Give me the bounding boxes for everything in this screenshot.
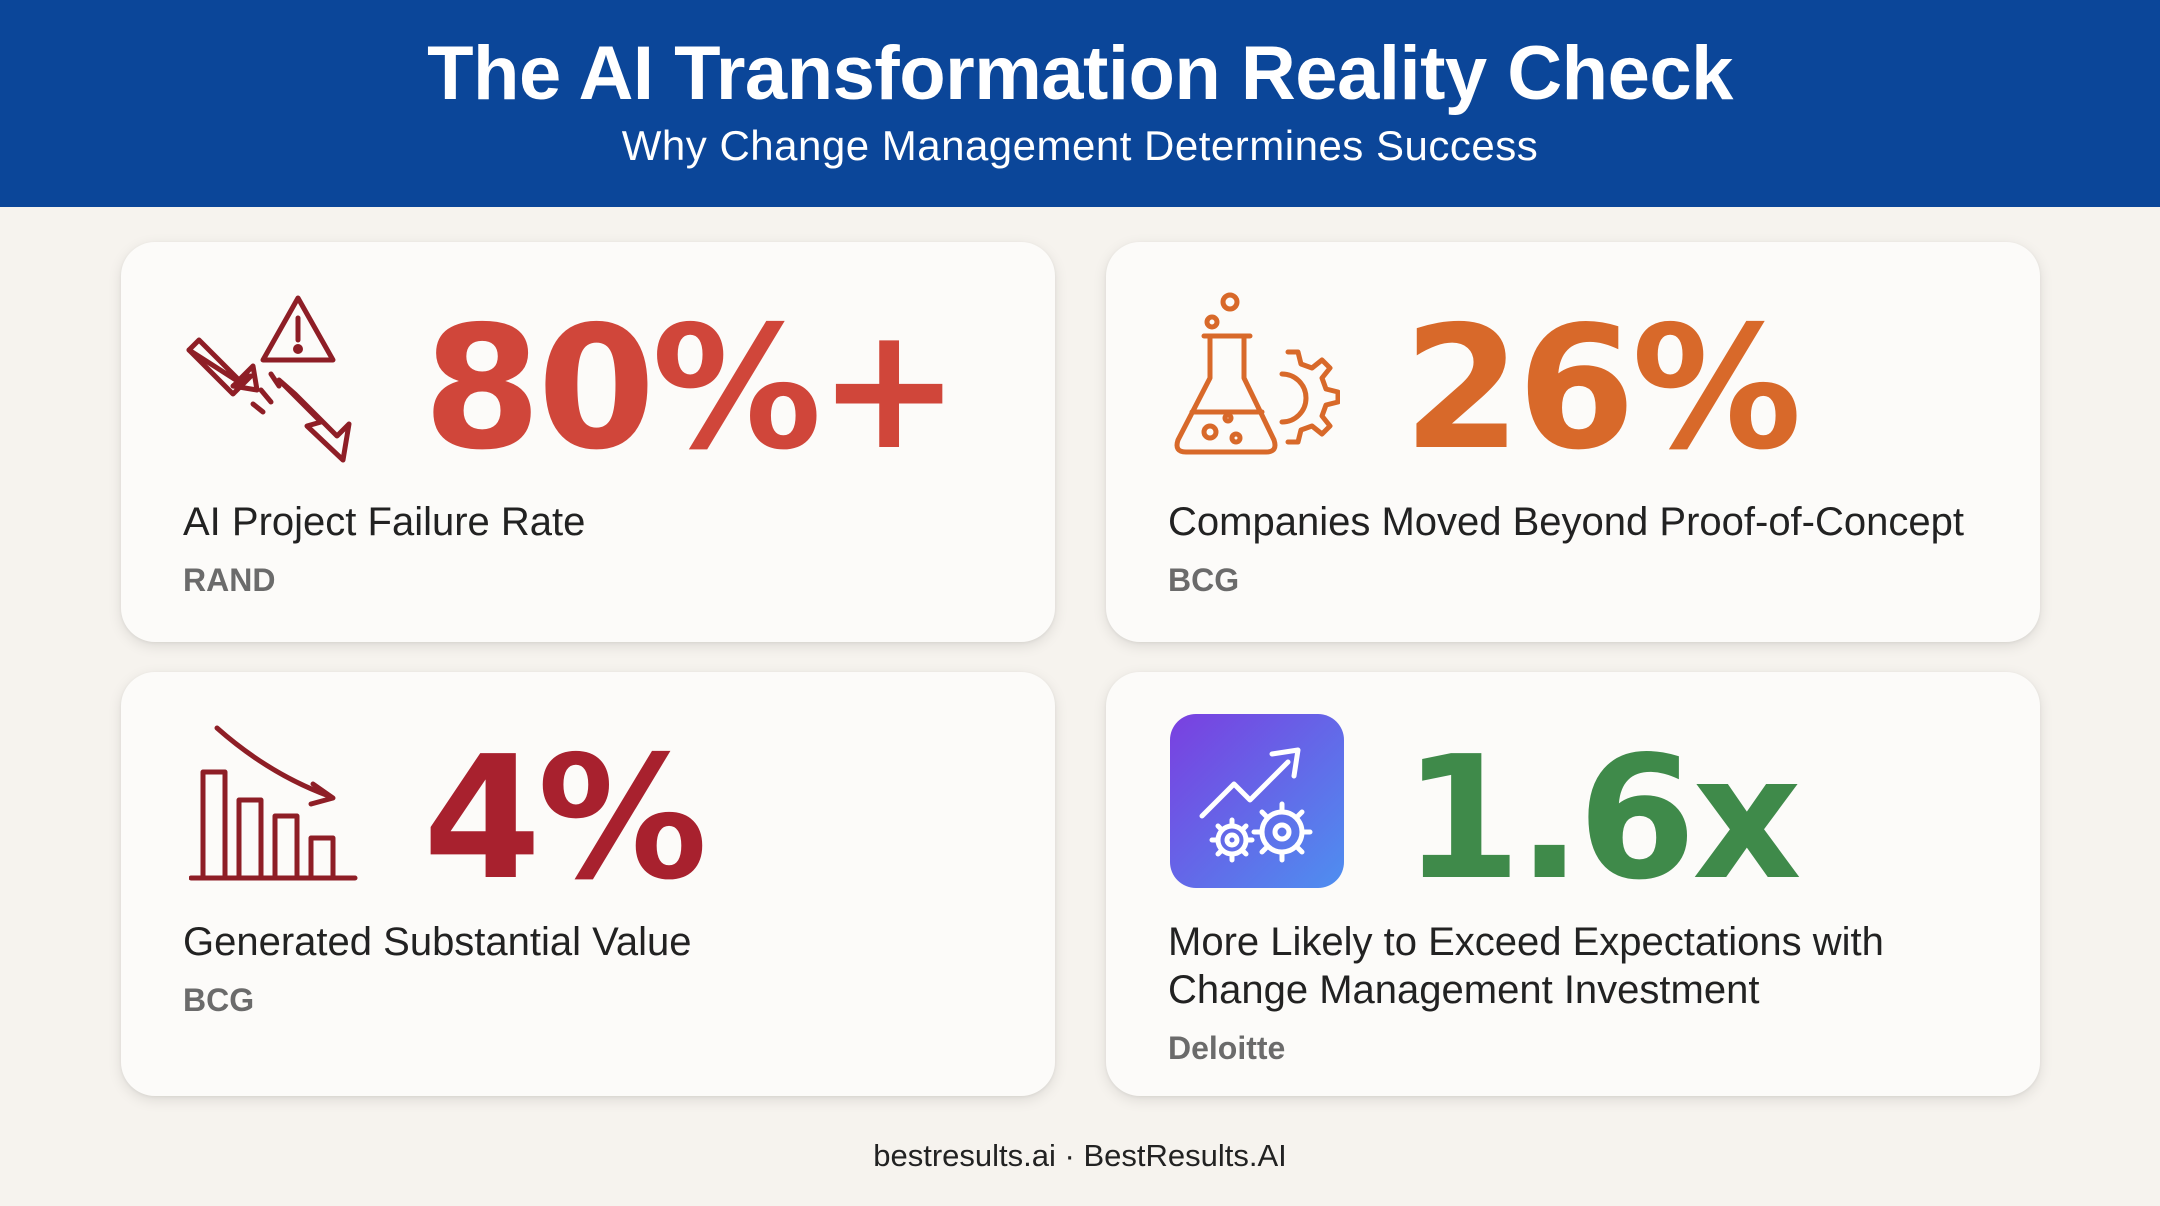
stat-card-failure-rate: 80%+ AI Project Failure Rate RAND — [121, 242, 1055, 642]
stat-source: RAND — [183, 562, 276, 598]
page-subtitle: Why Change Management Determines Success — [621, 122, 1539, 169]
stat-value: 1.6x — [1403, 720, 1802, 918]
stat-label-line-2: Change Management Investment — [1168, 968, 1760, 1012]
stat-source: BCG — [1168, 562, 1240, 598]
growth-gears-icon — [1170, 714, 1344, 888]
stat-label: Generated Substantial Value — [183, 920, 692, 964]
stat-card-substantial-value: 4% Generated Substantial Value BCG — [121, 672, 1055, 1096]
header-banner: The AI Transformation Reality Check Why … — [0, 0, 2160, 207]
stat-value: 4% — [423, 720, 708, 918]
footer-attribution: bestresults.ai · BestResults.AI — [873, 1138, 1287, 1173]
stat-source: Deloitte — [1168, 1030, 1286, 1066]
stat-source: BCG — [183, 982, 255, 1018]
stat-label: Companies Moved Beyond Proof-of-Concept — [1168, 500, 1964, 544]
stat-value: 80%+ — [423, 290, 960, 488]
stat-label: AI Project Failure Rate — [183, 500, 586, 544]
stat-card-beyond-poc: 26% Companies Moved Beyond Proof-of-Conc… — [1106, 242, 2040, 642]
stat-value: 26% — [1403, 290, 1802, 488]
stat-card-exceed-expectations: 1.6x More Likely to Exceed Expectations … — [1106, 672, 2040, 1096]
failure-warning-icon — [186, 295, 352, 463]
flask-gear-icon — [1174, 292, 1340, 455]
declining-bar-chart-icon — [189, 725, 358, 881]
page-title: The AI Transformation Reality Check — [427, 31, 1733, 116]
stat-label-line-1: More Likely to Exceed Expectations with — [1168, 920, 1884, 964]
